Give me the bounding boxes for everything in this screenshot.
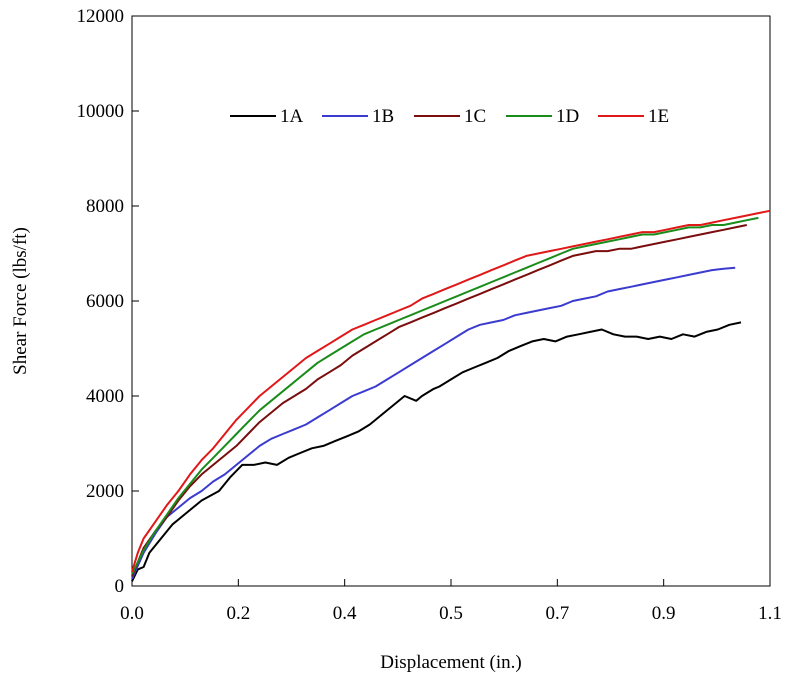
legend-label-1d: 1D	[556, 106, 579, 127]
legend-label-1c: 1C	[464, 106, 486, 127]
x-tick-label: 0.9	[652, 603, 676, 624]
y-tick-label: 4000	[86, 386, 124, 407]
y-axis-title: Shear Force (lbs/ft)	[10, 227, 31, 375]
axis-ticks: 0 2000 4000 6000 8000 10000 12000 0.0 0.2 0.4 0.5 0…	[77, 6, 782, 624]
legend-label-1a: 1A	[280, 106, 304, 127]
x-tick-label: 0.4	[333, 603, 357, 624]
plot-area	[131, 15, 771, 587]
y-tick-label: 0	[115, 576, 125, 597]
legend-label-1b: 1B	[372, 106, 394, 127]
y-tick-label: 10000	[77, 101, 125, 122]
series-lines	[131, 209, 771, 582]
y-tick-label: 8000	[86, 196, 124, 217]
series-line-1d	[131, 216, 759, 575]
x-axis-title: Displacement (in.)	[380, 652, 521, 673]
y-tick-label: 6000	[86, 291, 124, 312]
y-tick-label: 2000	[86, 481, 124, 502]
legend: 1A 1B 1C 1D 1E	[230, 106, 669, 127]
series-line-1a	[131, 321, 742, 582]
series-line-1e	[131, 209, 771, 573]
x-tick-label: 0.5	[439, 603, 463, 624]
series-line-1c	[131, 224, 748, 577]
x-tick-label: 0.7	[545, 603, 569, 624]
x-tick-label: 1.1	[758, 603, 782, 624]
legend-label-1e: 1E	[648, 106, 669, 127]
x-tick-label: 0.0	[120, 603, 144, 624]
x-tick-label: 0.2	[226, 603, 250, 624]
y-tick-label: 12000	[77, 6, 125, 27]
series-line-1b	[131, 266, 736, 580]
